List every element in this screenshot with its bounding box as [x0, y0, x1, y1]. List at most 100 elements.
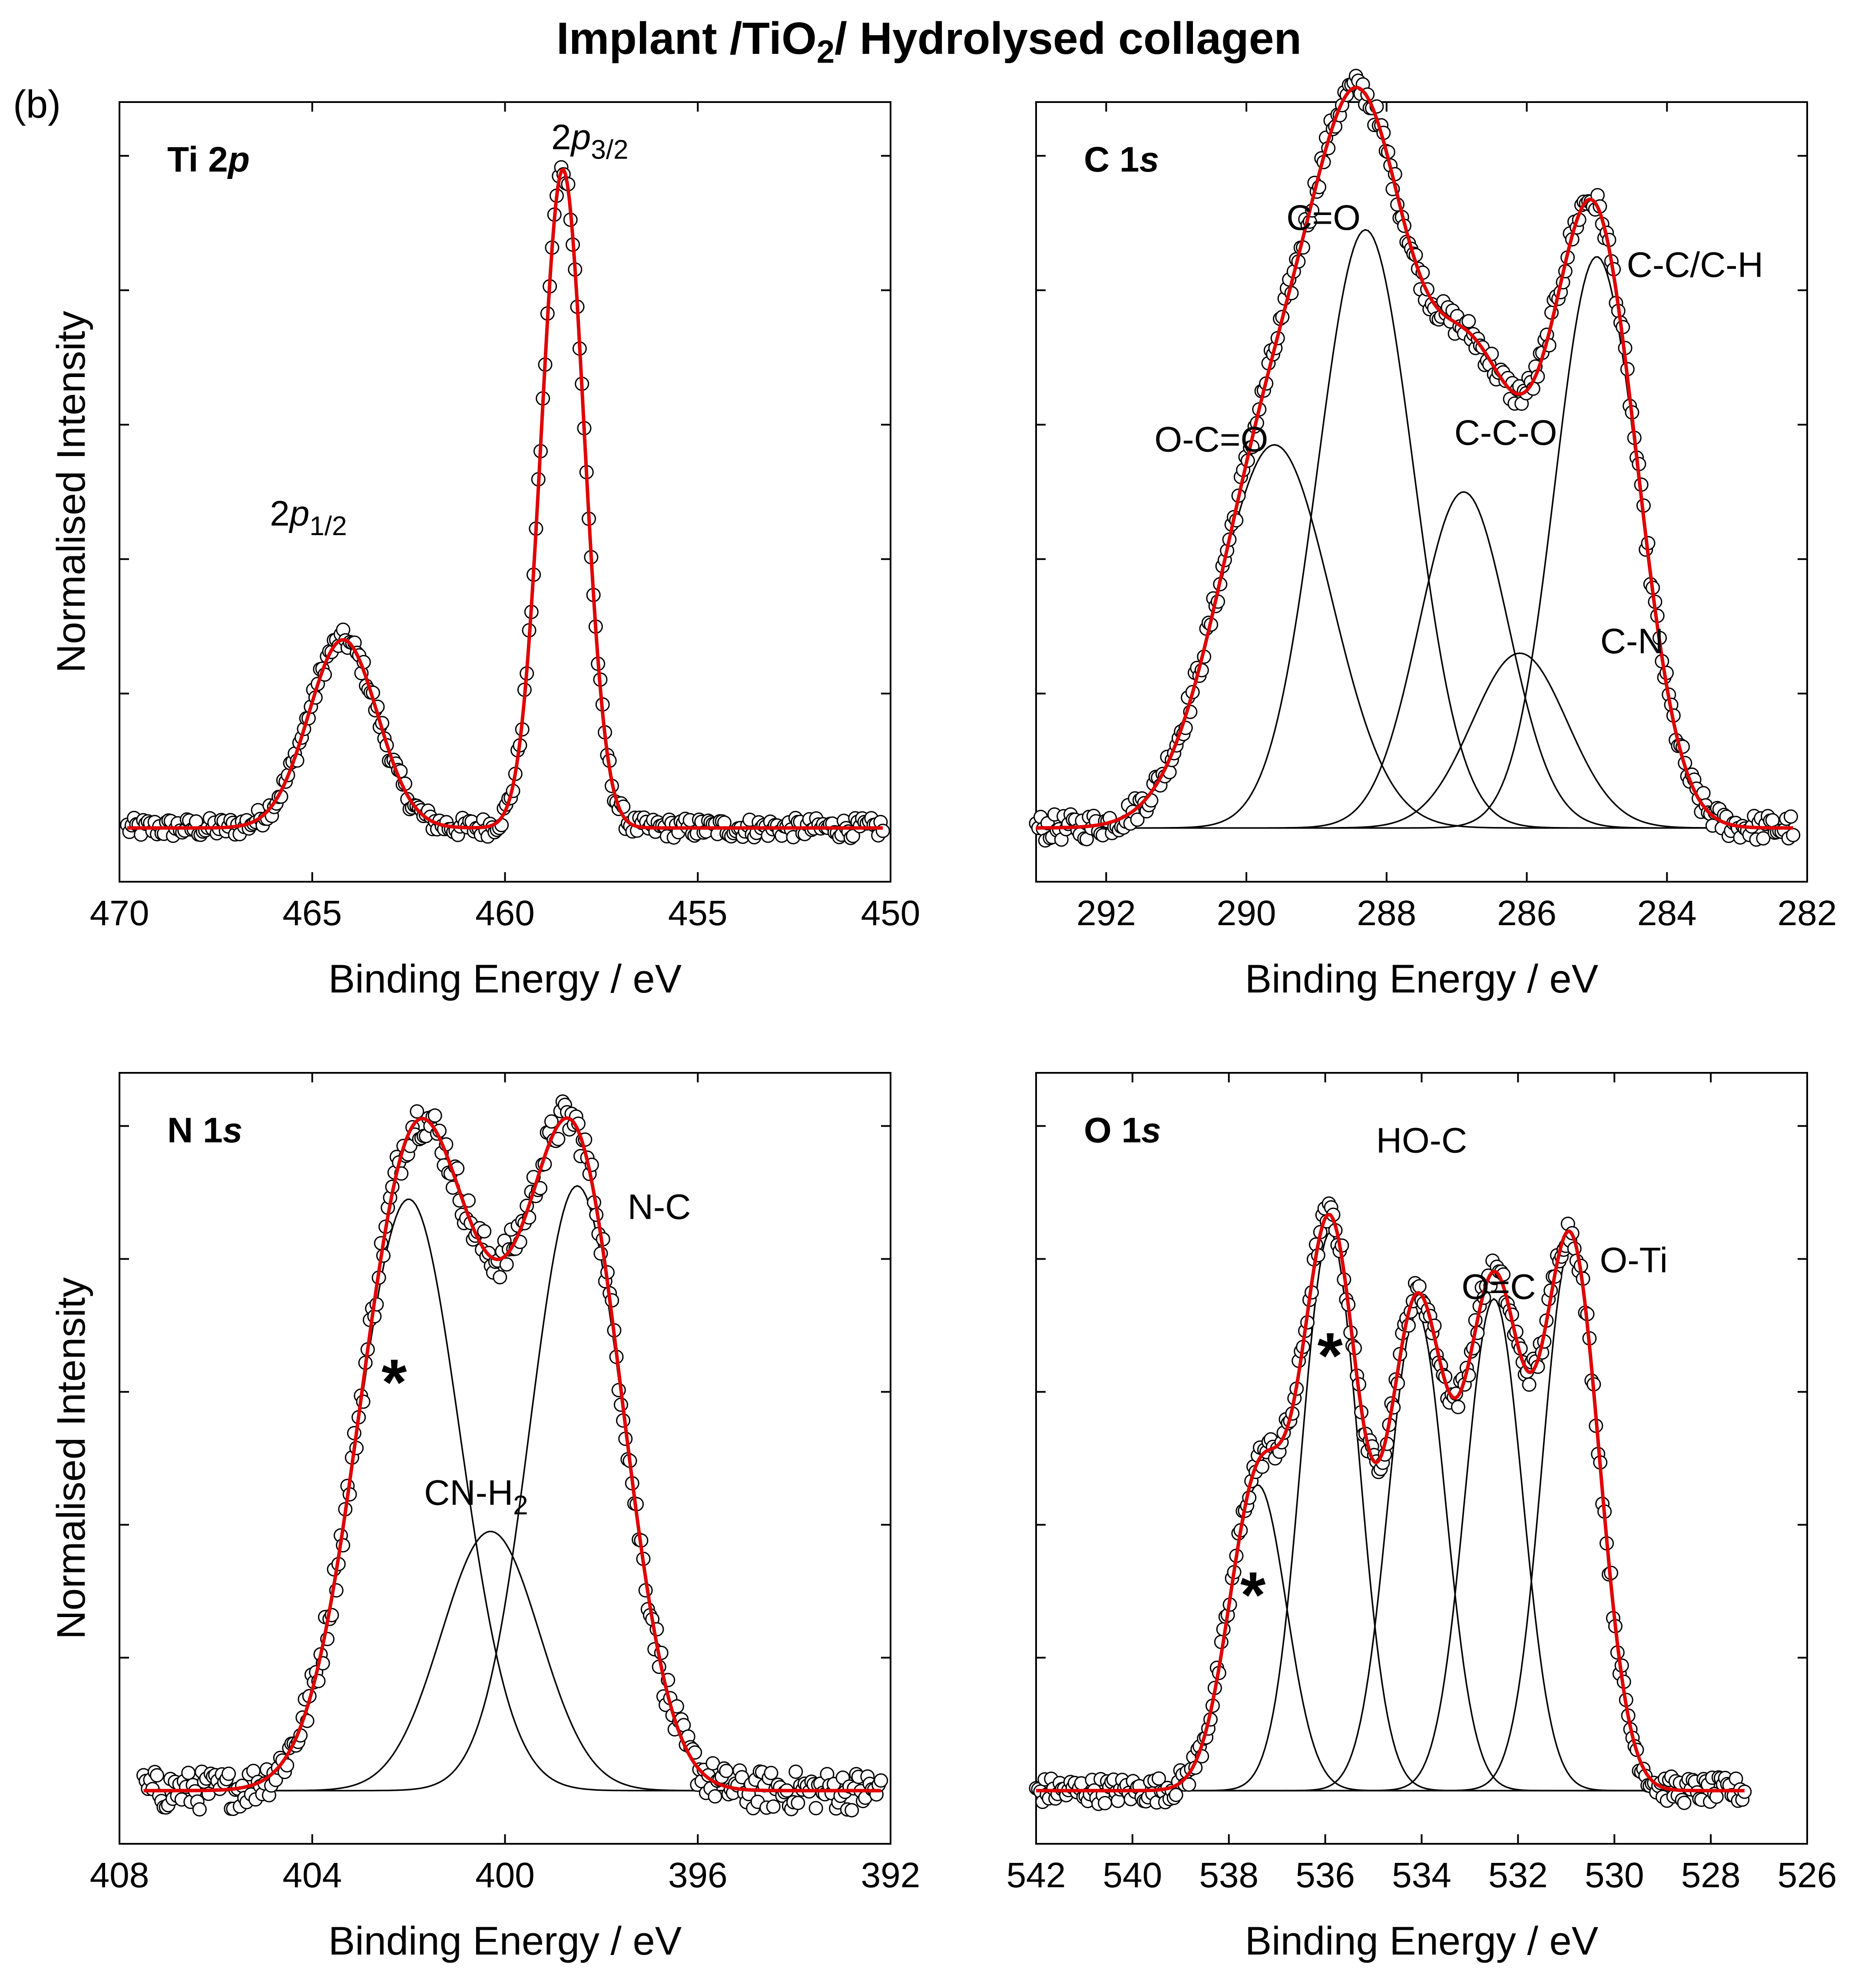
- data-point: [874, 1773, 888, 1788]
- data-point: [410, 1104, 424, 1119]
- x-tick-label: 465: [282, 893, 342, 933]
- peak-label: HO-C: [1376, 1121, 1467, 1161]
- x-tick-label: 530: [1585, 1856, 1644, 1895]
- plot-frame: [119, 101, 891, 883]
- x-axis-label: Binding Energy / eV: [1245, 1919, 1598, 1963]
- peak-label: O-C=O: [1154, 420, 1268, 460]
- x-tick-label: 396: [668, 1856, 728, 1895]
- component-peak: [1036, 1231, 1745, 1792]
- chart-c1s: 292 290 288 286 284 282 Binding Energy / eV C 1…: [1029, 69, 1837, 1001]
- peak-label: 2p1/2: [270, 494, 347, 541]
- x-tick-label: 526: [1778, 1856, 1837, 1895]
- x-tick-label: 288: [1357, 893, 1416, 933]
- data-point: [192, 1802, 207, 1817]
- x-axis-label: Binding Energy / eV: [1245, 957, 1598, 1001]
- chart-ti2p: 470 465 460 455 450 Binding Energy / eV Normal…: [49, 101, 921, 1001]
- data-point: [845, 1803, 859, 1818]
- data-point: [1677, 1796, 1692, 1810]
- x-tick-label: 408: [90, 1856, 149, 1895]
- panel-title: C 1s: [1084, 140, 1159, 179]
- data-point: [222, 1766, 236, 1781]
- star-marker: *: [381, 1346, 407, 1419]
- data-point: [788, 1764, 803, 1779]
- star-marker: *: [1240, 1558, 1266, 1631]
- fit-envelope: [127, 167, 883, 830]
- x-tick-label: 534: [1392, 1856, 1451, 1895]
- panel-title: N 1s: [167, 1111, 242, 1150]
- fit-envelope: [143, 1116, 881, 1793]
- x-tick-label: 400: [475, 1856, 535, 1895]
- peak-label: O-Ti: [1600, 1240, 1667, 1280]
- panel-label: (b): [13, 83, 61, 126]
- peak-label: N-C: [628, 1188, 691, 1227]
- data-point: [1451, 1399, 1465, 1414]
- data-point: [493, 1270, 507, 1284]
- data-point: [764, 1766, 778, 1780]
- x-tick-label: 536: [1295, 1856, 1355, 1895]
- peak-label: C=O: [1286, 198, 1361, 238]
- component-peak: [1036, 1245, 1745, 1792]
- x-tick-label: 455: [668, 893, 728, 933]
- figure-title-rest: / Hydrolysed collagen: [835, 13, 1302, 64]
- data-point: [1786, 828, 1801, 843]
- figure-title-subscript: 2: [816, 33, 835, 70]
- data-point: [1098, 1796, 1113, 1810]
- data-point: [1756, 831, 1771, 846]
- data-point: [1461, 314, 1476, 328]
- data-point: [1783, 809, 1798, 824]
- component-peak: [143, 1531, 881, 1792]
- chart-o1s: 542 540 538 536 534 532 530 528 526 Binding Energ…: [1007, 1072, 1837, 1963]
- data-point: [1412, 1279, 1427, 1293]
- peak-label: C-C-O: [1454, 413, 1557, 453]
- data-point: [1130, 812, 1145, 827]
- component-peak: [1036, 444, 1793, 829]
- data-point: [477, 1224, 492, 1239]
- x-tick-label: 282: [1778, 893, 1837, 933]
- component-peak: [1036, 1298, 1745, 1792]
- y-axis-label: Normalised Intensity: [49, 311, 93, 673]
- peak-label: 2p3/2: [551, 117, 628, 165]
- x-tick-label: 286: [1497, 893, 1557, 933]
- x-tick-label: 404: [282, 1856, 342, 1895]
- x-axis-label: Binding Energy / eV: [328, 957, 682, 1001]
- peak-label: CN-H2: [424, 1473, 528, 1521]
- x-tick-label: 532: [1488, 1856, 1548, 1895]
- data-point: [544, 1114, 559, 1129]
- peak-label: O=C: [1462, 1267, 1536, 1307]
- x-tick-label: 284: [1637, 893, 1697, 933]
- x-tick-label: 392: [861, 1856, 921, 1895]
- data-point: [181, 1766, 196, 1780]
- x-tick-label: 470: [90, 893, 149, 933]
- plot-frame: [119, 1072, 891, 1845]
- star-marker: *: [1318, 1319, 1343, 1392]
- x-tick-label: 460: [475, 893, 535, 933]
- data-point: [791, 1796, 805, 1810]
- peak-label: C-N: [1600, 622, 1664, 661]
- x-tick-label: 290: [1217, 893, 1276, 933]
- data-point: [808, 1801, 823, 1816]
- x-tick-label: 292: [1076, 893, 1136, 933]
- plot-frame: [1035, 1072, 1808, 1845]
- figure-title: Implant /TiO2/ Hydrolysed collagen: [0, 13, 1858, 70]
- panel-title: O 1s: [1084, 1111, 1161, 1150]
- data-point: [719, 1763, 734, 1778]
- chart-n1s: 408 404 400 396 392 Binding Energy / eV Normal…: [49, 1072, 921, 1963]
- panel-title: Ti 2p: [167, 140, 250, 179]
- data-point: [766, 1799, 781, 1814]
- x-tick-label: 450: [861, 893, 921, 933]
- data-point: [499, 1257, 514, 1272]
- data-point: [708, 1789, 722, 1804]
- peak-label: C-C/C-H: [1627, 245, 1763, 284]
- x-axis-label: Binding Energy / eV: [328, 1919, 682, 1963]
- x-tick-label: 538: [1199, 1856, 1259, 1895]
- data-point: [1182, 1777, 1196, 1792]
- figure-title-main: Implant /TiO: [556, 13, 817, 64]
- y-axis-label: Normalised Intensity: [49, 1277, 93, 1639]
- data-point: [149, 1768, 164, 1783]
- data-point: [1522, 1377, 1537, 1392]
- x-tick-label: 528: [1681, 1856, 1741, 1895]
- x-tick-label: 540: [1103, 1856, 1162, 1895]
- plot-frame: [1035, 101, 1808, 883]
- fit-envelope: [1036, 86, 1793, 830]
